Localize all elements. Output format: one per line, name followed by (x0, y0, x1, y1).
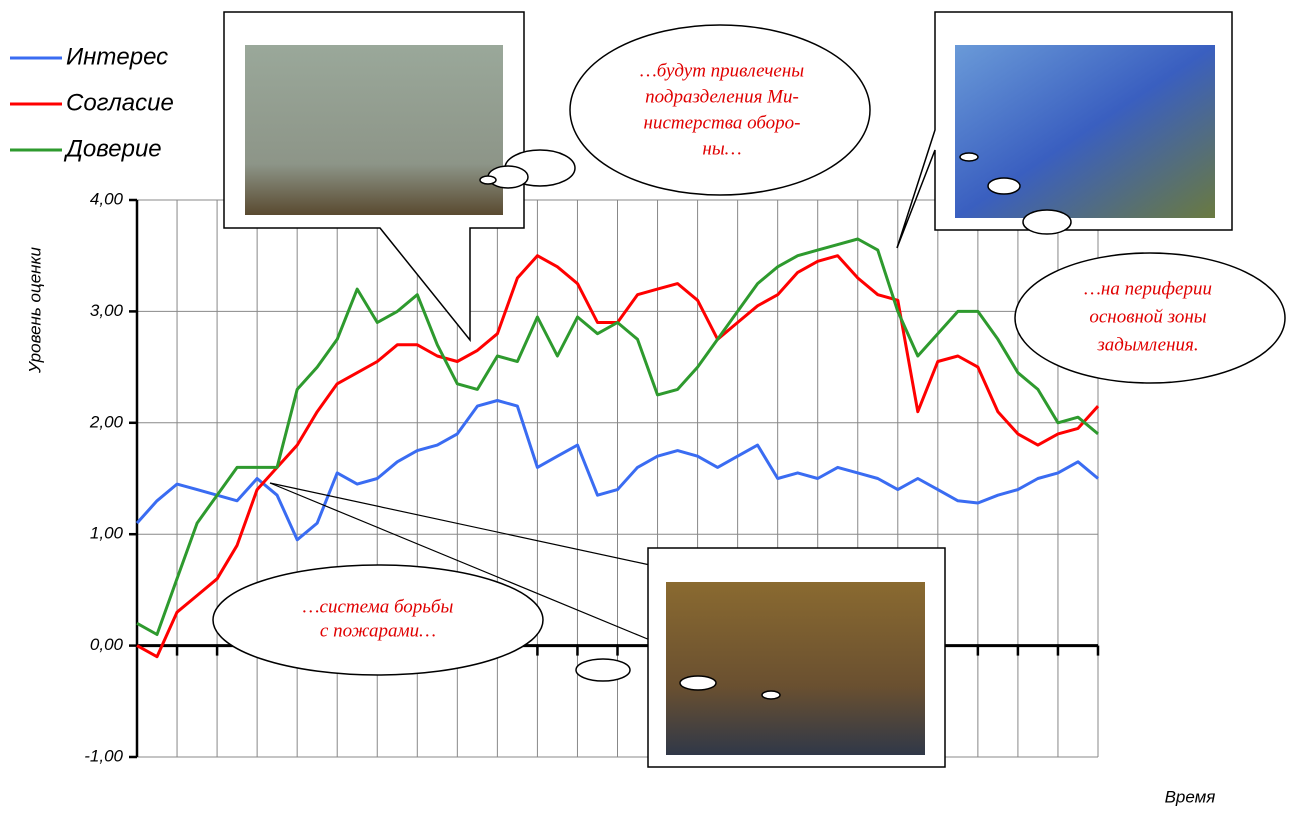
pointer (269, 482, 651, 641)
series (135, 237, 1100, 659)
annotation-text: …система борьбы (303, 596, 454, 617)
annotation-text: …на периферии (1084, 278, 1212, 299)
y-tick-label: -1,00 (84, 746, 123, 765)
pointer (269, 482, 651, 566)
annotation-text: подразделения Ми- (645, 86, 799, 107)
photo (666, 582, 925, 755)
legend-label: Доверие (63, 135, 162, 162)
annotation-text: …будут привлечены (640, 60, 804, 81)
annotation-text: нистерства оборо- (644, 112, 801, 133)
annotation-text: ны… (702, 138, 741, 159)
annotation-text: основной зоны (1089, 306, 1206, 327)
legend-label: Интерес (66, 43, 168, 70)
y-tick-label: 4,00 (90, 189, 124, 208)
overlays (212, 11, 1286, 768)
y-axis-label: Уровень оценки (25, 246, 44, 374)
y-tick-label: 0,00 (90, 635, 124, 654)
x-axis-label: Время (1165, 787, 1216, 806)
cloud (959, 152, 1286, 384)
series-line (136, 237, 1099, 636)
y-tick-label: 2,00 (89, 412, 124, 431)
y-tick-label: 1,00 (90, 524, 124, 543)
annotation-text: с пожарами… (320, 620, 436, 641)
y-tick-label: 3,00 (90, 301, 124, 320)
annotation-text: задымления. (1096, 334, 1198, 355)
legend-label: Согласие (66, 89, 174, 116)
photo (245, 45, 503, 215)
cloud (212, 564, 781, 700)
series-line (135, 399, 1099, 542)
cloud (479, 24, 871, 196)
